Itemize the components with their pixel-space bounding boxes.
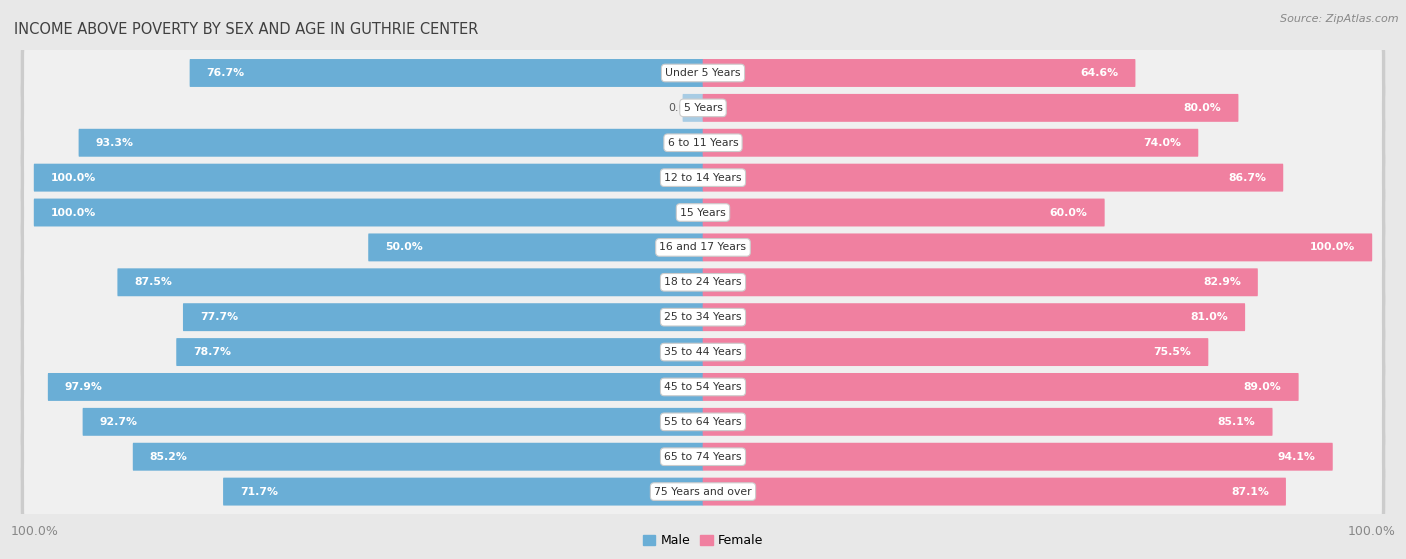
- Text: 25 to 34 Years: 25 to 34 Years: [664, 312, 742, 322]
- FancyBboxPatch shape: [703, 198, 1105, 226]
- Text: 92.7%: 92.7%: [100, 417, 138, 427]
- Text: 12 to 14 Years: 12 to 14 Years: [664, 173, 742, 183]
- FancyBboxPatch shape: [21, 211, 1385, 283]
- Text: 80.0%: 80.0%: [1184, 103, 1222, 113]
- FancyBboxPatch shape: [24, 282, 1382, 353]
- Text: 94.1%: 94.1%: [1278, 452, 1316, 462]
- Text: 64.6%: 64.6%: [1080, 68, 1118, 78]
- Text: 86.7%: 86.7%: [1229, 173, 1267, 183]
- Text: 55 to 64 Years: 55 to 64 Years: [664, 417, 742, 427]
- FancyBboxPatch shape: [24, 107, 1382, 178]
- Text: 78.7%: 78.7%: [193, 347, 232, 357]
- Text: Under 5 Years: Under 5 Years: [665, 68, 741, 78]
- FancyBboxPatch shape: [190, 59, 703, 87]
- Text: 87.1%: 87.1%: [1232, 486, 1268, 496]
- FancyBboxPatch shape: [21, 176, 1385, 249]
- FancyBboxPatch shape: [24, 73, 1382, 143]
- Text: 85.1%: 85.1%: [1218, 417, 1256, 427]
- FancyBboxPatch shape: [34, 198, 703, 226]
- Text: 50.0%: 50.0%: [385, 243, 423, 253]
- FancyBboxPatch shape: [83, 408, 703, 436]
- Text: 6 to 11 Years: 6 to 11 Years: [668, 138, 738, 148]
- Text: 75.5%: 75.5%: [1153, 347, 1191, 357]
- Text: 89.0%: 89.0%: [1244, 382, 1282, 392]
- FancyBboxPatch shape: [34, 164, 703, 192]
- FancyBboxPatch shape: [79, 129, 703, 157]
- FancyBboxPatch shape: [703, 59, 1136, 87]
- FancyBboxPatch shape: [21, 246, 1385, 319]
- FancyBboxPatch shape: [682, 94, 703, 122]
- Legend: Male, Female: Male, Female: [643, 534, 763, 547]
- Text: 97.9%: 97.9%: [65, 382, 103, 392]
- FancyBboxPatch shape: [132, 443, 703, 471]
- FancyBboxPatch shape: [703, 234, 1372, 262]
- FancyBboxPatch shape: [703, 338, 1208, 366]
- Text: 16 and 17 Years: 16 and 17 Years: [659, 243, 747, 253]
- FancyBboxPatch shape: [24, 316, 1382, 387]
- FancyBboxPatch shape: [176, 338, 703, 366]
- FancyBboxPatch shape: [703, 443, 1333, 471]
- Text: Source: ZipAtlas.com: Source: ZipAtlas.com: [1281, 14, 1399, 24]
- Text: 65 to 74 Years: 65 to 74 Years: [664, 452, 742, 462]
- Text: 75 Years and over: 75 Years and over: [654, 486, 752, 496]
- Text: 100.0%: 100.0%: [51, 207, 96, 217]
- Text: 74.0%: 74.0%: [1143, 138, 1181, 148]
- Text: 77.7%: 77.7%: [200, 312, 238, 322]
- Text: 5 Years: 5 Years: [683, 103, 723, 113]
- Text: 60.0%: 60.0%: [1050, 207, 1088, 217]
- Text: 100.0%: 100.0%: [1310, 243, 1355, 253]
- Text: 0.0%: 0.0%: [669, 103, 696, 113]
- FancyBboxPatch shape: [703, 129, 1198, 157]
- FancyBboxPatch shape: [24, 177, 1382, 248]
- Text: 87.5%: 87.5%: [135, 277, 173, 287]
- Text: 45 to 54 Years: 45 to 54 Years: [664, 382, 742, 392]
- Text: 71.7%: 71.7%: [240, 486, 278, 496]
- FancyBboxPatch shape: [21, 37, 1385, 109]
- FancyBboxPatch shape: [703, 164, 1284, 192]
- Text: INCOME ABOVE POVERTY BY SEX AND AGE IN GUTHRIE CENTER: INCOME ABOVE POVERTY BY SEX AND AGE IN G…: [14, 22, 478, 37]
- Text: 35 to 44 Years: 35 to 44 Years: [664, 347, 742, 357]
- FancyBboxPatch shape: [21, 456, 1385, 528]
- FancyBboxPatch shape: [21, 141, 1385, 214]
- FancyBboxPatch shape: [21, 107, 1385, 179]
- Text: 81.0%: 81.0%: [1191, 312, 1227, 322]
- FancyBboxPatch shape: [24, 352, 1382, 423]
- Text: 93.3%: 93.3%: [96, 138, 134, 148]
- FancyBboxPatch shape: [24, 247, 1382, 318]
- FancyBboxPatch shape: [21, 350, 1385, 423]
- FancyBboxPatch shape: [21, 420, 1385, 493]
- FancyBboxPatch shape: [703, 477, 1286, 505]
- FancyBboxPatch shape: [117, 268, 703, 296]
- FancyBboxPatch shape: [24, 212, 1382, 283]
- FancyBboxPatch shape: [703, 373, 1299, 401]
- FancyBboxPatch shape: [21, 281, 1385, 353]
- FancyBboxPatch shape: [703, 408, 1272, 436]
- FancyBboxPatch shape: [21, 316, 1385, 389]
- FancyBboxPatch shape: [368, 234, 703, 262]
- Text: 18 to 24 Years: 18 to 24 Years: [664, 277, 742, 287]
- Text: 82.9%: 82.9%: [1204, 277, 1240, 287]
- FancyBboxPatch shape: [703, 94, 1239, 122]
- FancyBboxPatch shape: [24, 386, 1382, 457]
- Text: 76.7%: 76.7%: [207, 68, 245, 78]
- FancyBboxPatch shape: [703, 268, 1258, 296]
- FancyBboxPatch shape: [48, 373, 703, 401]
- Text: 85.2%: 85.2%: [150, 452, 188, 462]
- FancyBboxPatch shape: [24, 37, 1382, 108]
- FancyBboxPatch shape: [24, 142, 1382, 213]
- Text: 15 Years: 15 Years: [681, 207, 725, 217]
- FancyBboxPatch shape: [703, 303, 1246, 331]
- FancyBboxPatch shape: [21, 72, 1385, 144]
- FancyBboxPatch shape: [21, 386, 1385, 458]
- FancyBboxPatch shape: [24, 421, 1382, 492]
- FancyBboxPatch shape: [224, 477, 703, 505]
- Text: 100.0%: 100.0%: [51, 173, 96, 183]
- FancyBboxPatch shape: [24, 456, 1382, 527]
- FancyBboxPatch shape: [183, 303, 703, 331]
